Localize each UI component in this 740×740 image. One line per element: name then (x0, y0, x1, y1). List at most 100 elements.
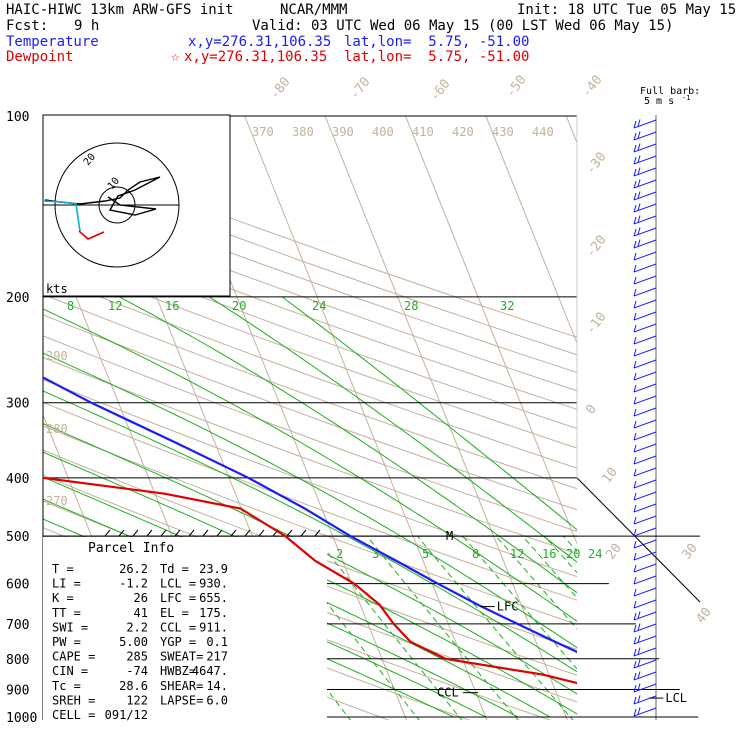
parcel-row-label: Td = (160, 562, 189, 576)
parcel-row-value: 175. (199, 606, 228, 620)
wind-barb (633, 359, 657, 369)
wind-barb-flag (633, 288, 637, 297)
theta-label: 280 (46, 422, 68, 436)
parcel-row-value: 6.0 (206, 693, 228, 707)
wind-barb-flag (633, 468, 637, 477)
wind-barb (633, 707, 657, 717)
parcel-row-value: 911. (199, 620, 228, 634)
dry-adiabat (43, 254, 577, 449)
wind-barb-flag (633, 420, 637, 429)
wind-barb (633, 695, 657, 705)
dry-adiabat (43, 449, 577, 650)
wind-barb-flag (633, 264, 637, 273)
temperature-xy: x,y=276.31,106.35 (188, 34, 332, 50)
wind-barb (633, 599, 657, 609)
isotherm-label: -20 (583, 233, 609, 261)
wind-barb-flag (633, 252, 637, 261)
wind-barb-flag (637, 707, 641, 715)
wind-barb (633, 503, 657, 513)
wind-barb-flag (633, 144, 637, 153)
wind-barb-flag (633, 180, 637, 189)
dry-adiabat (43, 293, 577, 490)
mixing-ratio-line (366, 535, 519, 720)
mixing-ratio-line (462, 535, 577, 670)
dry-adiabat (43, 216, 577, 410)
wind-barb (633, 167, 657, 177)
theta-label: 430 (492, 125, 514, 139)
wind-barb (633, 287, 657, 297)
parcel-row-label: K = (52, 591, 74, 605)
theta-label: 390 (332, 125, 354, 139)
wind-barb (633, 311, 657, 321)
wind-barb-flag (637, 635, 641, 643)
mixing-ratio-line (314, 535, 463, 720)
pressure-label-100: 100 (6, 110, 29, 125)
wind-barb (633, 671, 657, 681)
wind-barb-flag (637, 215, 641, 223)
wind-barb-flag (633, 552, 637, 561)
isobar-tick (230, 529, 237, 537)
parcel-row-value: -74 (126, 664, 148, 678)
isotherm-label: 40 (693, 605, 714, 627)
isobar-tick (146, 529, 153, 537)
lfc-label: LFC (497, 600, 519, 614)
wind-barb (633, 527, 657, 537)
init-time: Init: 18 UTC Tue 05 May 15 (517, 2, 737, 18)
wind-barb-flag (633, 696, 637, 705)
wind-barb (633, 479, 657, 489)
theta-label: 380 (292, 125, 314, 139)
wind-barb-flag (633, 648, 637, 657)
wind-barb-flag (633, 612, 637, 621)
wind-barb (633, 299, 657, 309)
parcel-row-value: 0.1 (206, 635, 228, 649)
temperature-latlon: lat,lon= 5.75, -51.00 (344, 34, 530, 50)
parcel-row-value: 5.00 (119, 635, 148, 649)
wind-barb-flag (637, 119, 641, 127)
theta-label: 270 (46, 494, 68, 508)
wind-barb-flag (633, 708, 637, 717)
mixing-ratio-label: 5 (422, 547, 429, 561)
center-label: NCAR/MMM (280, 2, 348, 18)
isotherm-label: -10 (583, 310, 609, 338)
wind-barb-flag (633, 276, 637, 285)
dry-adiabat (43, 379, 577, 578)
pressure-label-300: 300 (6, 397, 29, 412)
dry-adiabat (43, 425, 577, 625)
model-title: HAIC-HIWC 13km ARW-GFS init (6, 2, 234, 18)
isobar-tick (132, 529, 139, 537)
wind-barb (633, 587, 657, 597)
wind-barb (633, 203, 657, 213)
wind-barb-flag (633, 204, 637, 213)
mixing-ratio-label: 3 (372, 547, 379, 561)
isotherm-label: -80 (267, 75, 293, 103)
wind-barb-flag (633, 660, 637, 669)
parcel-row-value: 4647. (192, 664, 228, 678)
wind-barb (633, 431, 657, 441)
wind-barb-flag (633, 324, 637, 333)
mixing-ratio-line (522, 535, 577, 599)
wind-barb (633, 323, 657, 333)
forecast-hour: 9 h (74, 18, 100, 34)
pressure-label-900: 900 (6, 683, 29, 698)
parcel-row-value: 285 (126, 650, 148, 664)
lcl-label: LCL (665, 691, 687, 705)
wind-barb (633, 443, 657, 453)
parcel-row-value: 122 (126, 693, 148, 707)
dry-adiabat (43, 273, 577, 469)
wind-barb (633, 551, 657, 561)
wind-barb (633, 611, 657, 621)
wind-barb-flag (633, 192, 637, 201)
temperature-label: Temperature (6, 34, 99, 50)
dewpoint-latlon: lat,lon= 5.75, -51.00 (344, 49, 530, 65)
wind-barb-flag (637, 191, 641, 199)
wind-barb-flag (633, 348, 637, 357)
wind-barb-flag (633, 588, 637, 597)
wind-barb-flag (633, 576, 637, 585)
wind-barb-flag (633, 240, 637, 249)
parcel-row-label: T = (52, 562, 74, 576)
wind-barb (633, 467, 657, 477)
wind-barb (633, 647, 657, 657)
wind-barb-flag (637, 671, 641, 679)
isobar-tick (286, 529, 293, 537)
